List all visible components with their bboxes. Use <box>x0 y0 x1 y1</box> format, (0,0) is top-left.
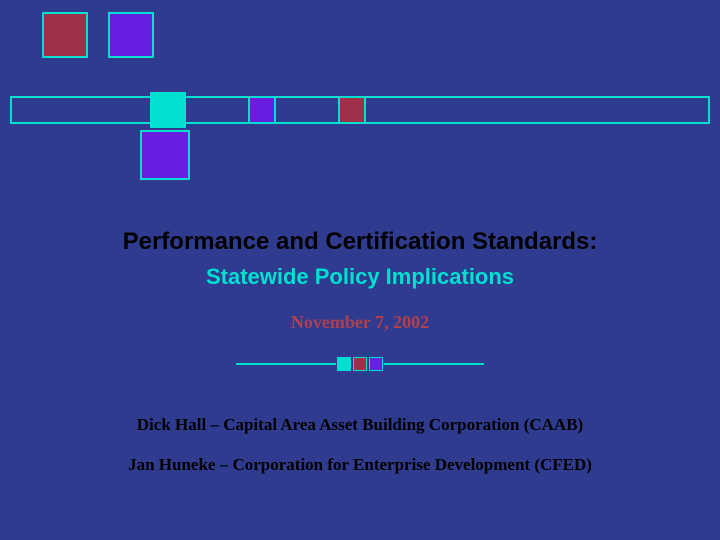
header-decoration <box>0 0 720 200</box>
slide-date: November 7, 2002 <box>0 312 720 333</box>
slide-subtitle: Statewide Policy Implications <box>0 264 720 290</box>
decor-square <box>42 12 88 58</box>
divider-square <box>353 357 367 371</box>
divider-square <box>337 357 351 371</box>
divider-square <box>369 357 383 371</box>
divider-line <box>384 363 484 365</box>
decor-square <box>248 96 276 124</box>
decor-square <box>108 12 154 58</box>
decor-square <box>140 130 190 180</box>
presenter-line: Dick Hall – Capital Area Asset Building … <box>0 415 720 435</box>
presenter-line: Jan Huneke – Corporation for Enterprise … <box>0 455 720 475</box>
decor-square <box>338 96 366 124</box>
decor-square <box>150 92 186 128</box>
divider-line <box>236 363 336 365</box>
divider-ornament <box>0 354 720 374</box>
slide-title: Performance and Certification Standards: <box>0 228 720 256</box>
